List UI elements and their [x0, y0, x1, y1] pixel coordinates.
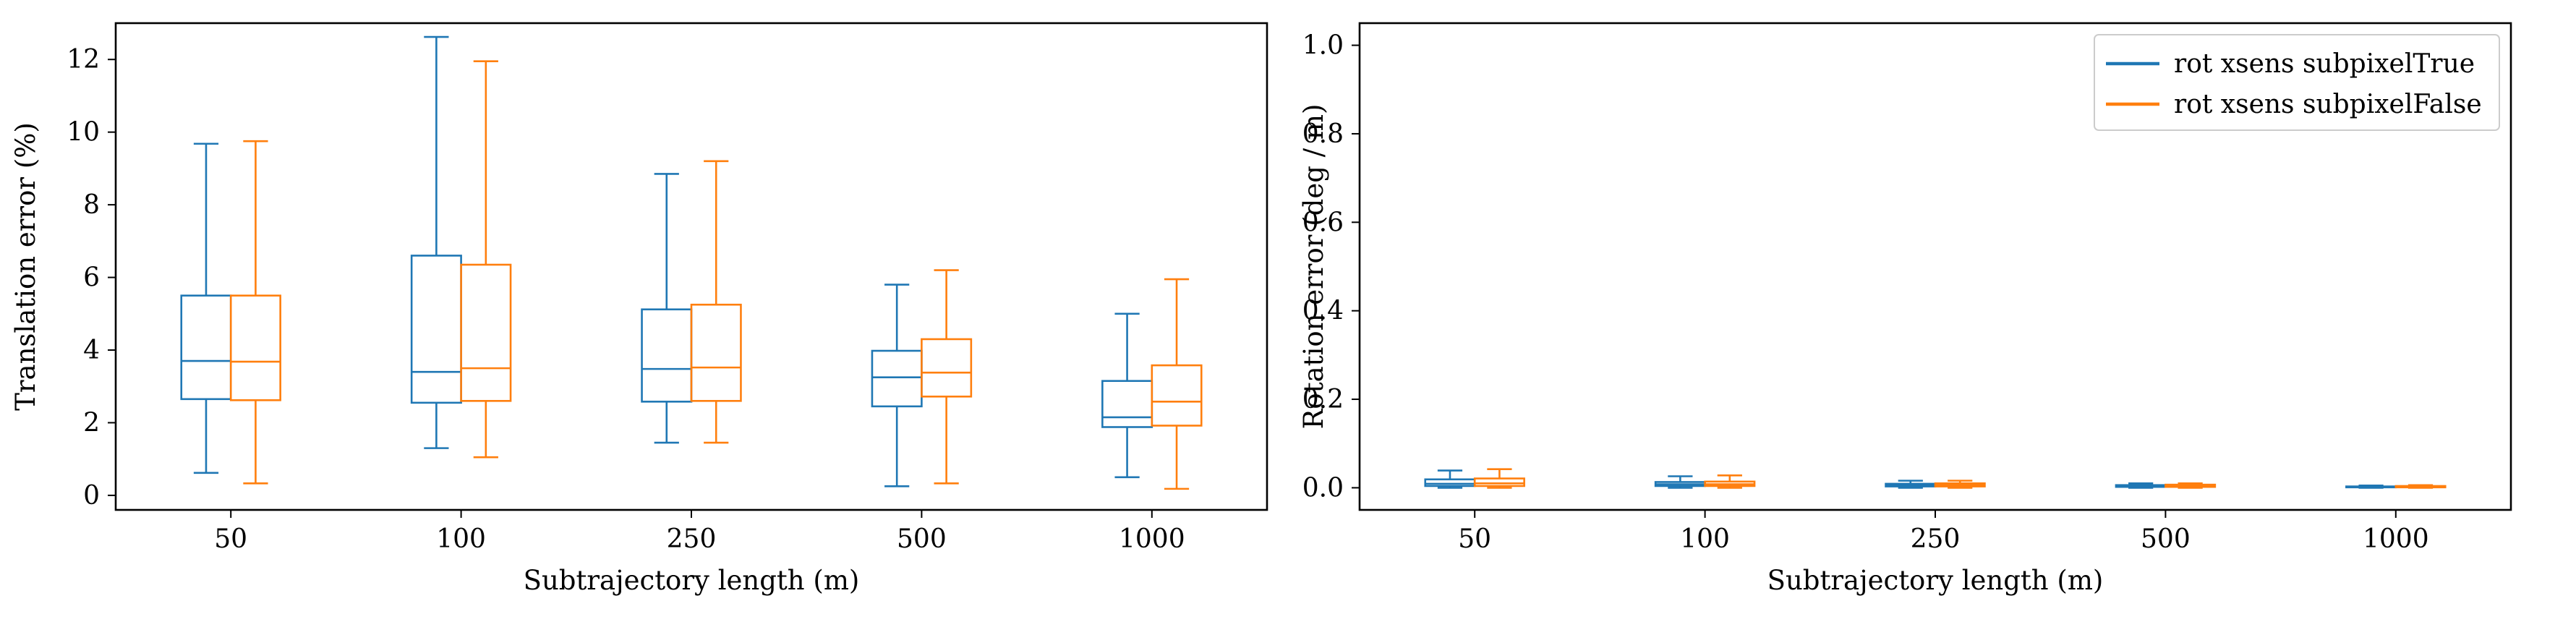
box-1000	[1151, 278, 1203, 490]
box-iqr	[1151, 364, 1203, 427]
box-500	[2165, 482, 2217, 489]
legend-entry: rot xsens subpixelTrue	[2106, 49, 2475, 79]
box-100	[1704, 474, 1756, 489]
x-tick-label: 100	[1680, 524, 1730, 554]
y-tick-label: 1.0	[1302, 31, 1344, 61]
box-500	[2115, 482, 2167, 489]
box-iqr	[460, 263, 512, 402]
box-iqr	[921, 338, 973, 398]
box-100	[1654, 475, 1706, 489]
box-iqr	[180, 294, 232, 401]
y-tick-label: 4	[83, 336, 100, 365]
x-tick-label: 250	[1911, 524, 1961, 554]
box-iqr	[690, 303, 742, 402]
y-axis-label: Translation error (%)	[10, 122, 41, 411]
y-tick-label: 0.6	[1302, 208, 1344, 237]
box-500	[921, 269, 973, 485]
box-100	[460, 60, 512, 459]
box-iqr	[641, 308, 693, 403]
box-250	[1885, 480, 1937, 489]
x-tick-label: 500	[897, 524, 947, 554]
y-tick-label: 12	[67, 45, 100, 74]
box-1000	[2345, 485, 2397, 489]
series-2	[1473, 468, 2447, 489]
series-1	[180, 35, 1153, 487]
box-50	[180, 142, 232, 474]
box-iqr	[1424, 478, 1476, 487]
box-50	[229, 140, 281, 485]
y-axis-label: Rotation error (deg / m)	[1298, 104, 1329, 430]
y-tick-label: 0	[83, 481, 100, 511]
legend-label: rot xsens subpixelFalse	[2174, 90, 2482, 119]
chart-panel-2: 0.0 0.2 0.4 0.6 0.8 1.0 50 100 250 500 1000 Subtraj…	[1298, 22, 2512, 596]
box-1000	[2394, 484, 2447, 489]
x-axis-label: Subtrajectory length (m)	[1767, 565, 2104, 596]
y-tick-label: 10	[67, 118, 100, 148]
y-tick-label: 0.4	[1302, 297, 1344, 326]
legend: rot xsens subpixelTrue rot xsens subpixel…	[2094, 34, 2500, 131]
x-tick-label: 1000	[1119, 524, 1185, 554]
y-tick-label: 2	[83, 408, 100, 438]
legend-frame	[2094, 34, 2500, 131]
box-iqr	[1101, 380, 1153, 428]
legend-label: rot xsens subpixelTrue	[2174, 49, 2475, 79]
y-tick-label: 0.8	[1302, 119, 1344, 149]
y-tick-label: 6	[83, 263, 100, 293]
box-100	[410, 35, 462, 449]
x-tick-label: 100	[436, 524, 486, 554]
series-2	[229, 60, 1203, 490]
box-50	[1424, 469, 1476, 489]
x-tick-label: 250	[667, 524, 717, 554]
x-tick-label: 1000	[2363, 524, 2429, 554]
box-50	[1473, 468, 1525, 489]
box-iqr	[871, 349, 923, 408]
x-tick-label: 50	[214, 524, 247, 554]
chart-panel-1: 0 2 4 6 8 10 12 50 100 250 500 1000 Subtrajectory le…	[10, 22, 1268, 596]
x-tick-label: 50	[1458, 524, 1491, 554]
box-iqr	[229, 294, 281, 401]
plot-area	[114, 22, 1268, 511]
y-tick-label: 0.2	[1302, 385, 1344, 414]
box-500	[871, 284, 923, 487]
box-iqr	[410, 255, 462, 404]
x-tick-label: 500	[2141, 524, 2191, 554]
x-axis-label: Subtrajectory length (m)	[524, 565, 860, 596]
series-1	[1424, 469, 2397, 489]
y-tick-label: 8	[83, 190, 100, 220]
legend-entry: rot xsens subpixelFalse	[2106, 90, 2482, 119]
box-250	[1934, 480, 1986, 489]
box-iqr	[1473, 477, 1525, 487]
box-1000	[1101, 312, 1153, 479]
box-250	[690, 160, 742, 444]
box-250	[641, 173, 693, 444]
y-tick-label: 0.0	[1302, 473, 1344, 503]
